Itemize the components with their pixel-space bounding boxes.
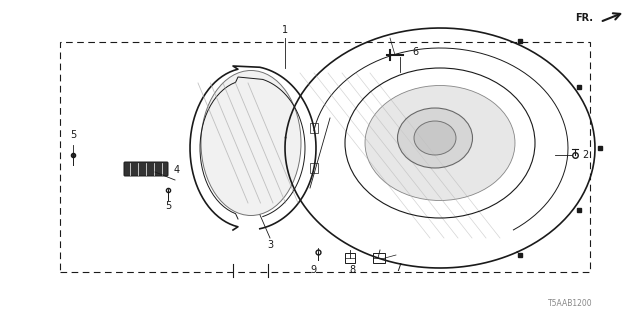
Bar	[345, 253, 355, 263]
Text: 6: 6	[412, 47, 418, 57]
Text: 9: 9	[310, 265, 316, 275]
Text: T5AAB1200: T5AAB1200	[548, 300, 592, 308]
Ellipse shape	[397, 108, 472, 168]
Bar	[373, 253, 385, 263]
Text: 8: 8	[349, 265, 355, 275]
Ellipse shape	[201, 70, 301, 215]
Text: 7: 7	[395, 263, 401, 273]
Text: 3: 3	[267, 240, 273, 250]
Text: FR.: FR.	[575, 13, 593, 23]
Text: 1: 1	[282, 25, 288, 35]
Text: 5: 5	[70, 130, 76, 140]
Text: 5: 5	[165, 201, 171, 211]
Text: 2: 2	[582, 150, 588, 160]
Bar	[60, 42, 590, 272]
FancyBboxPatch shape	[124, 162, 168, 176]
Ellipse shape	[414, 121, 456, 155]
Text: 4: 4	[174, 165, 180, 175]
Bar	[310, 163, 318, 173]
Bar	[310, 123, 318, 133]
Ellipse shape	[365, 85, 515, 201]
